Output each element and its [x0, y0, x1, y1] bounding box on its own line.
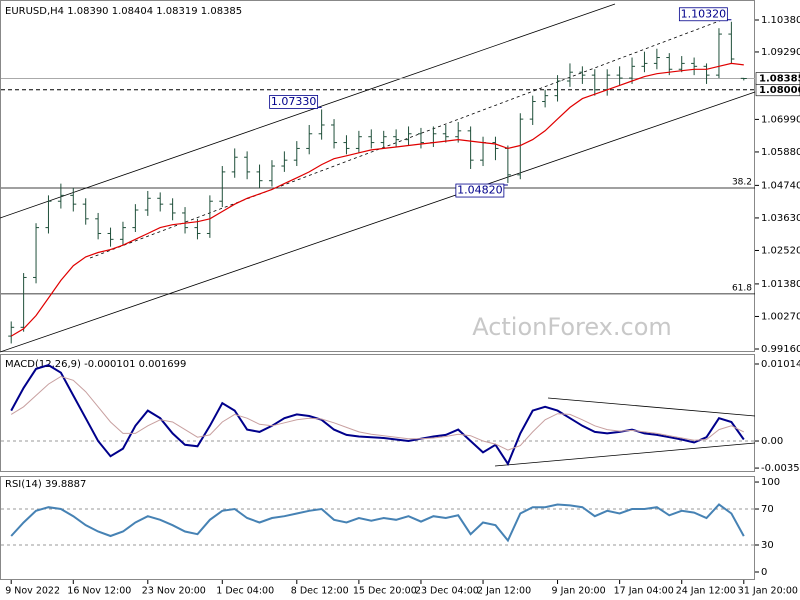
price-box — [755, 72, 800, 85]
y-tick-label: 1.03630 — [761, 213, 800, 224]
main-panel — [0, 0, 755, 352]
annotation-box — [678, 7, 728, 22]
x-tick-label: 23 Nov 20:00 — [142, 586, 206, 597]
macd-title: MACD(12,26,9) -0.000101 0.001699 — [5, 359, 186, 370]
rsi-title: RSI(14) 39.8887 — [5, 479, 86, 490]
y-tick-label: 0 — [761, 567, 767, 578]
y-tick-label: 70 — [761, 504, 774, 515]
x-tick-label: 24 Jan 12:00 — [676, 586, 736, 597]
x-tick-label: 2 Jan 12:00 — [477, 586, 531, 597]
annotation-label: 1.07330 — [271, 95, 317, 108]
y-tick-label: 0.00 — [761, 436, 783, 447]
y-tick-label: 1.04740 — [761, 180, 800, 191]
rsi-panel — [0, 476, 755, 580]
x-tick-label: 31 Jan 20:00 — [738, 586, 798, 597]
x-tick-label: 1 Dec 04:00 — [216, 586, 274, 597]
x-tick-label: 23 Dec 04:00 — [415, 586, 479, 597]
x-tick-label: 8 Dec 12:00 — [291, 586, 349, 597]
level-label: 1.08000 — [759, 85, 800, 96]
macd-trend-lower — [494, 442, 756, 467]
x-tick-label: 9 Nov 2022 — [5, 586, 60, 597]
series-line — [10, 62, 744, 337]
annotation-label: 1.04820 — [457, 184, 503, 197]
macd-trend-upper — [547, 397, 756, 417]
y-tick-label: 1.01380 — [761, 279, 800, 290]
price-label: 1.08385 — [759, 73, 800, 84]
channel-mid — [89, 19, 723, 259]
annotation-box — [269, 95, 319, 109]
annotation-box — [455, 183, 505, 198]
series-line — [10, 503, 745, 543]
y-tick-label: 1.06990 — [761, 114, 800, 125]
chart-title: EURUSD,H4 1.08390 1.08404 1.08319 1.0838… — [5, 6, 242, 17]
y-tick-label: 1.05880 — [761, 147, 800, 158]
y-tick-label: 30 — [761, 540, 774, 551]
x-tick-label: 15 Dec 20:00 — [353, 586, 417, 597]
y-tick-label: 0.99160 — [761, 344, 800, 355]
y-tick-label: 1.02520 — [761, 245, 800, 256]
y-tick-label: 1.10380 — [761, 15, 800, 26]
watermark: ActionForex.com — [472, 313, 672, 341]
fib-label: 61.8 — [732, 283, 752, 293]
y-tick-label: 1.09290 — [761, 47, 800, 58]
x-tick-label: 17 Jan 04:00 — [614, 586, 674, 597]
fib-label: 38.2 — [732, 178, 752, 188]
y-tick-label: -0.003563 — [761, 463, 800, 474]
channel-upper — [0, 3, 616, 219]
series-line — [10, 364, 745, 466]
x-tick-label: 9 Jan 20:00 — [552, 586, 606, 597]
y-tick-label: 1.00270 — [761, 311, 800, 322]
channel-lower — [0, 91, 756, 353]
series-line — [10, 375, 745, 451]
x-tick-label: 16 Nov 12:00 — [67, 586, 131, 597]
annotation-label: 1.10320 — [681, 7, 727, 20]
macd-panel — [0, 354, 755, 472]
y-tick-label: 100 — [761, 477, 780, 488]
y-tick-label: 0.010145 — [761, 359, 800, 370]
